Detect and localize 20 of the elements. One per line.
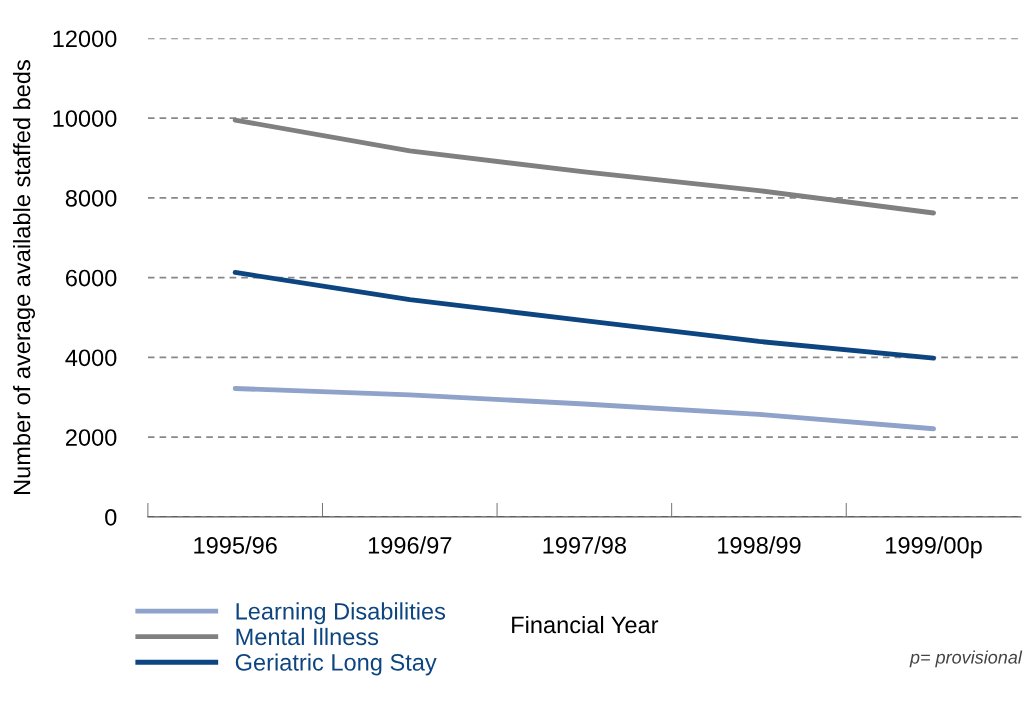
line-series (232, 270, 936, 361)
x-axis-title: Financial Year (512, 615, 659, 634)
x-tick-label: 1999/00p (886, 536, 982, 559)
y-tick-label: 8000 (65, 189, 117, 207)
legend-label: Geriatric Long Stay (235, 653, 437, 676)
y-tick-label: 0 (105, 508, 117, 526)
text: p= provisional (909, 650, 1023, 668)
x-tick-label: 1996/97 (368, 536, 452, 554)
y-tick-label: 10000 (53, 110, 117, 127)
line-series (232, 386, 936, 432)
y-tick-label: 6000 (66, 269, 117, 287)
y-tick-label: 12000 (53, 30, 117, 48)
y-tick-label: 4000 (65, 349, 117, 367)
y-axis-title: Number of average available staffed beds (13, 60, 36, 494)
legend-label: Learning Disabilities (236, 602, 446, 625)
x-tick-label: 1995/96 (194, 536, 277, 554)
x-tick-label: 1997/98 (543, 536, 627, 554)
legend-label: Mental Illness (236, 627, 379, 646)
y-tick-label: 2000 (66, 429, 117, 446)
x-tick-label: 1998/99 (718, 536, 801, 554)
